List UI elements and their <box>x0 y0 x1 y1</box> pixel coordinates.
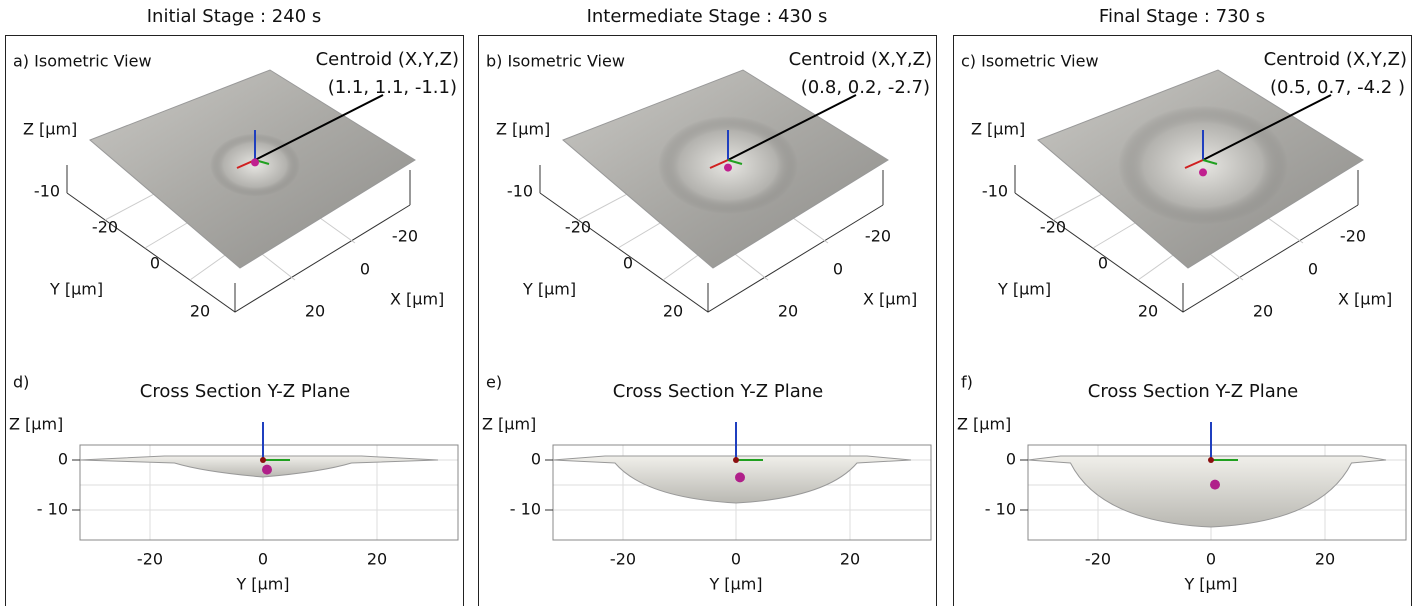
z-tick: - 10 <box>510 500 541 519</box>
x-tick: 0 <box>360 260 370 279</box>
y-tick: -20 <box>565 218 591 237</box>
panel: Initial Stage : 240 s a) Isometric View Ce… <box>6 6 464 606</box>
y-axis-label: Y [µm] <box>522 280 576 299</box>
origin <box>1208 457 1214 463</box>
z-axis-label: Z [µm] <box>496 120 550 139</box>
z-tick: 0 <box>1006 450 1016 469</box>
y-tick: 20 <box>840 550 860 569</box>
crater <box>1118 106 1288 225</box>
x-tick: -20 <box>1340 227 1366 246</box>
cross-label: f) <box>961 373 973 392</box>
figure: Initial Stage : 240 s a) Isometric View Ce… <box>0 0 1412 606</box>
z-tick: 0 <box>531 450 541 469</box>
centroid <box>1199 168 1207 176</box>
x-tick: -20 <box>865 227 891 246</box>
y-tick: 0 <box>1206 550 1216 569</box>
z-axis-label: Z [µm] <box>971 120 1025 139</box>
stage-title: Initial Stage : 240 s <box>147 6 322 27</box>
centroid <box>735 472 745 482</box>
centroid-label: Centroid (X,Y,Z) <box>316 49 459 70</box>
cross-title: Cross Section Y-Z Plane <box>613 381 823 402</box>
origin <box>733 457 739 463</box>
y-axis-label: Y [µm] <box>49 280 103 299</box>
y-tick: 0 <box>1098 254 1108 273</box>
y-tick: 20 <box>1315 550 1335 569</box>
y-tick: -20 <box>92 218 118 237</box>
centroid-value: (1.1, 1.1, -1.1) <box>328 77 457 98</box>
y-axis-label: Y [µm] <box>1183 575 1237 594</box>
stage-title: Final Stage : 730 s <box>1099 6 1265 27</box>
z-tick: -10 <box>507 182 533 201</box>
y-axis-label: Y [µm] <box>708 575 762 594</box>
centroid-value: (0.8, 0.2, -2.7) <box>801 77 930 98</box>
centroid <box>262 465 272 475</box>
centroid-label: Centroid (X,Y,Z) <box>789 49 932 70</box>
y-tick: 0 <box>258 550 268 569</box>
z-tick: 0 <box>58 450 68 469</box>
iso-label: b) Isometric View <box>486 52 625 71</box>
y-tick: 0 <box>623 254 633 273</box>
z-tick: - 10 <box>985 500 1016 519</box>
stage-title: Intermediate Stage : 430 s <box>587 6 828 27</box>
x-axis-label: X [µm] <box>390 290 444 309</box>
cross-label: e) <box>486 373 502 392</box>
z-axis-label: Z [µm] <box>9 415 63 434</box>
centroid <box>724 164 732 172</box>
iso-label: a) Isometric View <box>13 52 152 71</box>
y-tick: -20 <box>1085 550 1111 569</box>
x-tick: 0 <box>1308 260 1318 279</box>
y-tick: 20 <box>367 550 387 569</box>
cross-title: Cross Section Y-Z Plane <box>140 381 350 402</box>
origin <box>260 457 266 463</box>
page: {"panels":[ {"stage_title":"Initial Stag… <box>0 0 1412 606</box>
y-tick: 20 <box>190 302 210 321</box>
x-tick: -20 <box>392 227 418 246</box>
z-axis-label: Z [µm] <box>23 120 77 139</box>
z-tick: - 10 <box>37 500 68 519</box>
x-tick: 20 <box>1253 302 1273 321</box>
centroid <box>251 158 259 166</box>
centroid-label: Centroid (X,Y,Z) <box>1264 49 1407 70</box>
cross-label: d) <box>13 373 29 392</box>
cross-title: Cross Section Y-Z Plane <box>1088 381 1298 402</box>
y-tick: -20 <box>610 550 636 569</box>
cross-surface <box>80 456 438 477</box>
iso-label: c) Isometric View <box>961 52 1099 71</box>
y-axis-label: Y [µm] <box>235 575 289 594</box>
y-tick: 0 <box>731 550 741 569</box>
y-axis-label: Y [µm] <box>997 280 1051 299</box>
panel: Intermediate Stage : 430 s b) Isometric V… <box>479 6 937 606</box>
z-axis-label: Z [µm] <box>482 415 536 434</box>
z-tick: -10 <box>34 182 60 201</box>
x-tick: 20 <box>778 302 798 321</box>
z-axis-label: Z [µm] <box>957 415 1011 434</box>
y-tick: 20 <box>1138 302 1158 321</box>
x-axis-label: X [µm] <box>1338 290 1392 309</box>
y-tick: 0 <box>150 254 160 273</box>
panel: Final Stage : 730 s c) Isometric View Cent… <box>954 6 1412 606</box>
y-tick: 20 <box>663 302 683 321</box>
cross-surface <box>1028 456 1386 527</box>
cross-surface <box>553 456 911 503</box>
y-tick: -20 <box>1040 218 1066 237</box>
x-axis-label: X [µm] <box>863 290 917 309</box>
x-tick: 0 <box>833 260 843 279</box>
x-tick: 20 <box>305 302 325 321</box>
centroid <box>1210 480 1220 490</box>
centroid-value: (0.5, 0.7, -4.2 ) <box>1270 77 1405 98</box>
y-tick: -20 <box>137 550 163 569</box>
z-tick: -10 <box>982 182 1008 201</box>
